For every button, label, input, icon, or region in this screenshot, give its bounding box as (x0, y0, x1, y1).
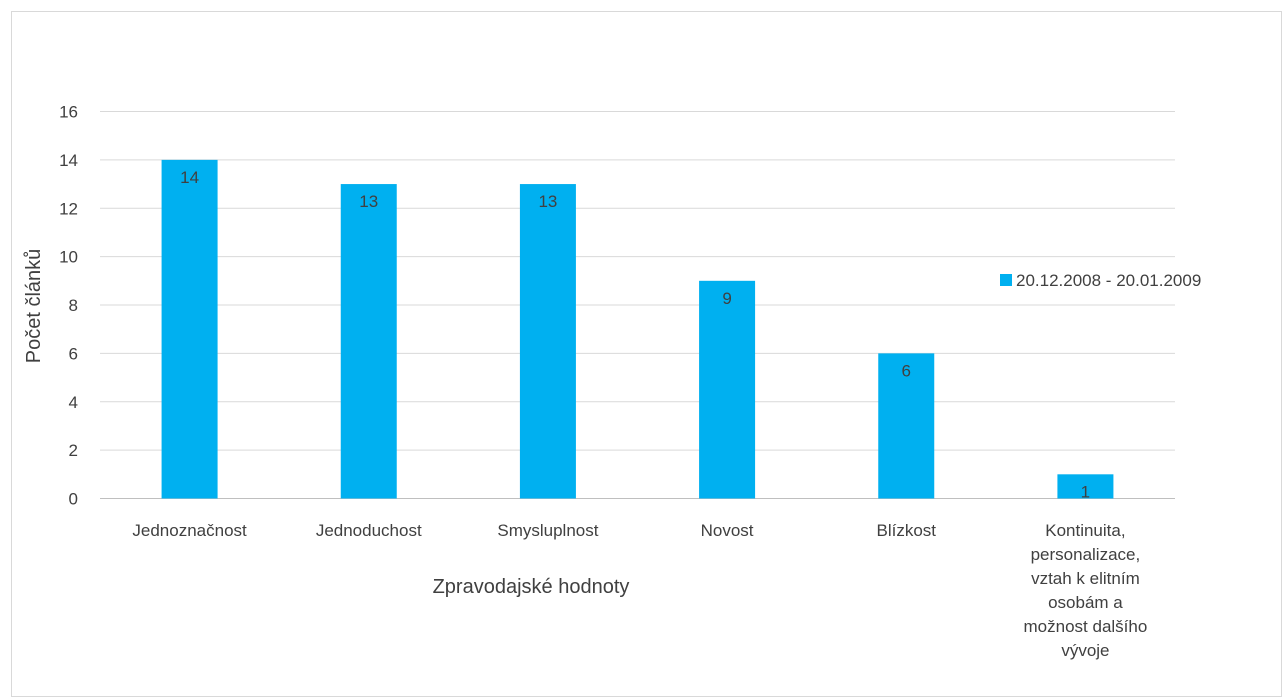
y-axis-ticks: 0 2 4 6 8 10 12 14 16 (59, 103, 78, 509)
x-tick-label: Jednoznačnost (132, 521, 247, 540)
bar (519, 184, 576, 499)
x-tick-label: personalizace, (1031, 545, 1141, 564)
bar (340, 184, 397, 499)
y-tick-label: 14 (59, 151, 78, 170)
y-tick-label: 8 (69, 296, 78, 315)
y-tick-label: 12 (59, 199, 78, 218)
x-tick-label: Smysluplnost (497, 521, 598, 540)
legend-label: 20.12.2008 - 20.01.2009 (1016, 271, 1201, 290)
bar (161, 159, 218, 499)
bar (1057, 474, 1114, 499)
x-tick-label: vztah k elitním (1031, 569, 1140, 588)
y-tick-label: 16 (59, 103, 78, 122)
y-tick-label: 4 (69, 393, 78, 412)
chart-frame (11, 11, 1282, 697)
x-tick-label: Blízkost (876, 521, 936, 540)
x-tick-label: osobám a (1048, 593, 1123, 612)
data-labels: 14 13 13 9 6 1 (180, 168, 1090, 501)
legend-swatch (1000, 274, 1012, 286)
y-axis-title: Počet článků (23, 249, 45, 364)
bars (161, 159, 1114, 499)
y-tick-label: 0 (69, 490, 78, 509)
data-label: 1 (1081, 482, 1090, 501)
x-tick-label: Kontinuita, (1045, 521, 1125, 540)
data-label: 13 (359, 192, 378, 211)
y-tick-label: 10 (59, 248, 78, 267)
data-label: 9 (722, 289, 731, 308)
bar (878, 353, 935, 499)
bar (699, 280, 756, 499)
legend: 20.12.2008 - 20.01.2009 (1000, 271, 1201, 290)
data-label: 13 (538, 192, 557, 211)
data-label: 14 (180, 168, 199, 187)
x-tick-label: možnost dalšího (1024, 617, 1148, 636)
x-axis-categories: Jednoznačnost Jednoduchost Smysluplnost Nov… (132, 521, 1147, 660)
data-label: 6 (902, 361, 911, 380)
y-tick-label: 2 (69, 441, 78, 460)
y-tick-label: 6 (69, 344, 78, 363)
gridlines (100, 111, 1175, 499)
x-tick-label: Jednoduchost (316, 521, 422, 540)
x-axis-title: Zpravodajské hodnoty (433, 576, 630, 598)
x-tick-label: Novost (701, 521, 754, 540)
x-tick-label: vývoje (1061, 641, 1109, 660)
